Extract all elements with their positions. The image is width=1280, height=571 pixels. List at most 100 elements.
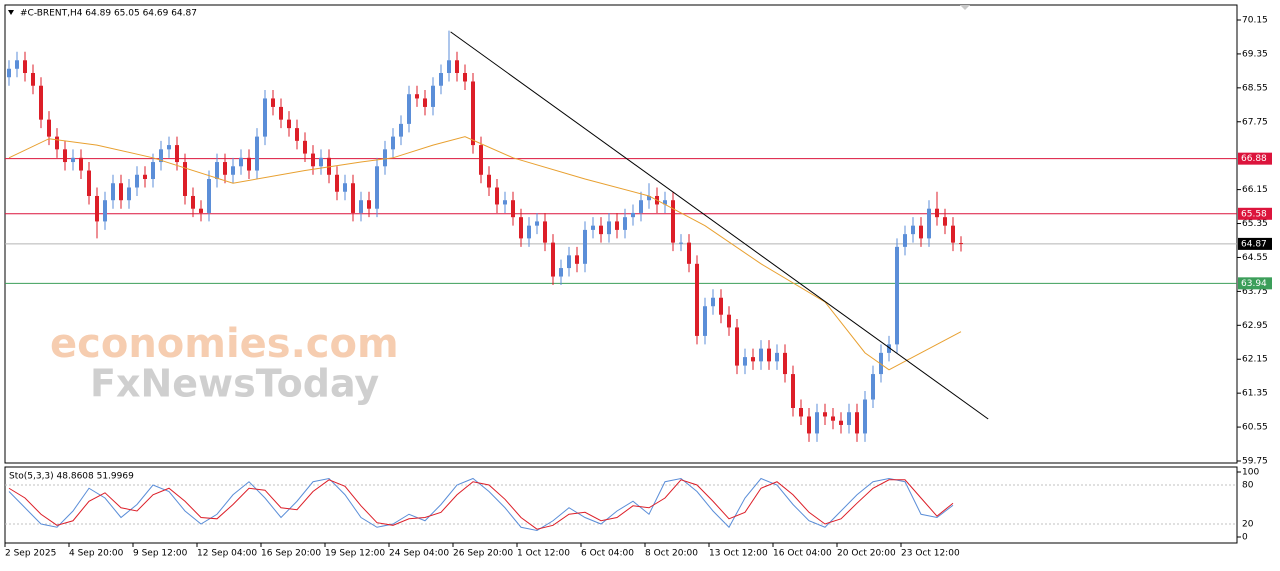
main-panel	[4, 4, 1238, 464]
candle-body	[575, 255, 579, 264]
candle-body	[15, 60, 19, 69]
candle-body	[927, 208, 931, 239]
candle-body	[207, 179, 211, 213]
y-tick-label: 62.15	[1242, 355, 1268, 365]
candle-body	[735, 327, 739, 366]
candle-body	[567, 255, 571, 269]
y-tick-label: 69.35	[1242, 49, 1268, 59]
candle-body	[151, 162, 155, 180]
candle-body	[31, 73, 35, 86]
candle-body	[943, 217, 947, 226]
candle-body	[887, 344, 891, 353]
candle-body	[831, 416, 835, 421]
level-label-box	[1238, 152, 1272, 165]
stoch-panel	[4, 466, 1238, 544]
candle-body	[807, 416, 811, 434]
x-tick-label: 2 Sep 2025	[5, 549, 56, 559]
level-label-box	[1238, 207, 1272, 220]
candle-body	[463, 73, 467, 82]
x-tick-label: 6 Oct 04:00	[581, 549, 634, 559]
level-label: 63.94	[1241, 279, 1267, 289]
candle-body	[127, 187, 131, 201]
candle-body	[95, 195, 99, 222]
candle-body	[951, 225, 955, 243]
candle-body	[903, 234, 907, 247]
candle-body	[247, 157, 251, 171]
candle-body	[919, 225, 923, 239]
y-tick-label: 66.15	[1242, 185, 1268, 195]
candle-body	[895, 246, 899, 345]
candle-body	[511, 200, 515, 218]
candle-body	[55, 136, 59, 150]
candle-body	[671, 200, 675, 243]
candle-body	[527, 225, 531, 239]
candle-body	[391, 136, 395, 150]
candle-body	[279, 106, 283, 120]
candle-body	[863, 399, 867, 434]
candle-body	[679, 242, 683, 244]
candle-body	[855, 412, 859, 434]
stoch-line	[8, 479, 954, 530]
candle-body	[639, 200, 643, 213]
stoch-line	[8, 477, 954, 532]
x-tick-label: 13 Oct 12:00	[709, 549, 768, 559]
candle-body	[319, 157, 323, 167]
candle-body	[743, 357, 747, 366]
candle-body	[103, 200, 107, 222]
candle-body	[159, 149, 163, 163]
level-label: 64.87	[1241, 239, 1267, 249]
watermark: FxNewsToday	[90, 362, 379, 406]
candle-body	[519, 217, 523, 239]
x-tick-label: 12 Sep 04:00	[197, 549, 257, 559]
candle-body	[415, 94, 419, 99]
candle-body	[423, 98, 427, 107]
x-tick-label: 8 Oct 20:00	[645, 549, 698, 559]
candle-body	[687, 242, 691, 264]
candle-body	[71, 157, 75, 163]
candle-body	[23, 60, 27, 74]
y-tick-label: 61.35	[1242, 389, 1268, 399]
candle-body	[631, 212, 635, 218]
candle-body	[111, 183, 115, 201]
candle-body	[231, 166, 235, 175]
candle-body	[767, 348, 771, 362]
y-tick-label: 62.95	[1242, 321, 1268, 331]
y-tick-label: 0	[1242, 533, 1248, 543]
watermark: economies.com	[50, 321, 399, 367]
candle-body	[471, 81, 475, 146]
candle-body	[935, 208, 939, 218]
moving-average	[8, 136, 962, 371]
candle-body	[327, 157, 331, 175]
candle-body	[223, 162, 227, 175]
x-tick-label: 19 Sep 12:00	[325, 549, 385, 559]
x-tick-label: 9 Sep 12:00	[133, 549, 188, 559]
candle-body	[791, 374, 795, 408]
candle-body	[535, 221, 539, 226]
candle-body	[455, 60, 459, 74]
y-tick-label: 68.55	[1242, 83, 1268, 93]
candle-body	[39, 85, 43, 120]
candle-body	[431, 85, 435, 107]
x-tick-label: 26 Sep 20:00	[453, 549, 513, 559]
candle-body	[775, 352, 779, 362]
candle-body	[191, 195, 195, 209]
candle-body	[263, 98, 267, 137]
candle-body	[295, 128, 299, 141]
candle-body	[239, 157, 243, 167]
y-tick-label: 64.55	[1242, 253, 1268, 263]
candle-body	[815, 412, 819, 434]
indicator-title: Sto(5,3,3) 48.8608 51.9969	[9, 472, 134, 482]
candle-body	[847, 412, 851, 425]
candle-body	[287, 119, 291, 129]
x-tick-label: 24 Sep 04:00	[389, 549, 449, 559]
candle-body	[911, 225, 915, 235]
candle-body	[495, 187, 499, 205]
candle-body	[311, 153, 315, 167]
x-tick-label: 16 Sep 20:00	[261, 549, 321, 559]
y-tick-label: 100	[1242, 468, 1259, 478]
y-tick-label: 65.35	[1242, 219, 1268, 229]
candle-body	[183, 162, 187, 196]
candle-body	[799, 407, 803, 417]
candle-body	[359, 200, 363, 213]
